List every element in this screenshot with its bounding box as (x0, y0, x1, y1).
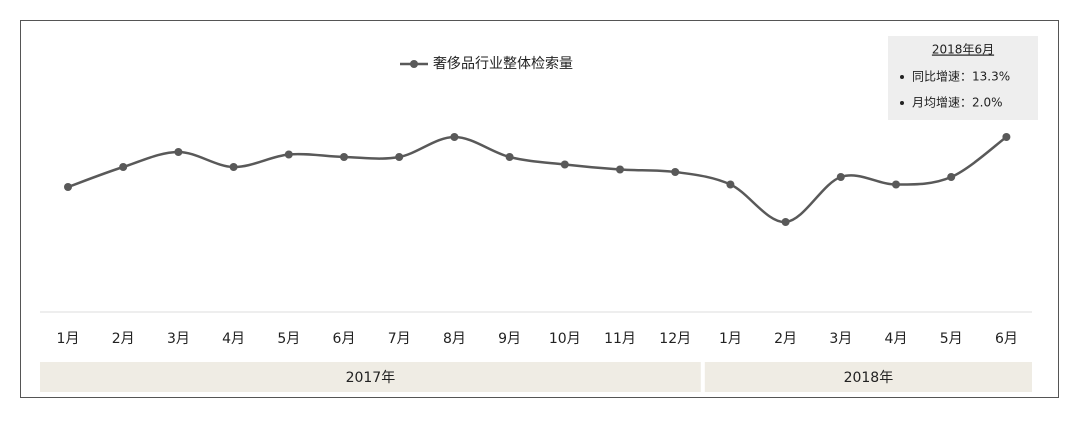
x-tick-label: 11月 (604, 331, 636, 347)
data-point (395, 153, 404, 161)
data-point (726, 180, 735, 189)
data-point (1002, 133, 1011, 141)
x-tick-label: 4月 (222, 331, 245, 347)
x-tick-label: 6月 (995, 331, 1018, 347)
x-tick-label: 10月 (549, 331, 581, 347)
data-point (947, 173, 956, 181)
x-tick-label: 1月 (57, 331, 80, 347)
x-tick-label: 3月 (829, 331, 852, 347)
group-label: 2018年 (844, 370, 894, 386)
x-tick-label: 1月 (719, 331, 742, 347)
bullet (900, 101, 904, 105)
x-tick-label: 5月 (940, 331, 963, 347)
x-tick-label: 4月 (885, 331, 908, 347)
chart-frame (20, 20, 1059, 398)
x-tick-label: 5月 (277, 331, 300, 347)
data-point (229, 163, 238, 171)
group-band (40, 362, 701, 392)
x-tick-label: 2月 (112, 331, 135, 347)
group-label: 2017年 (346, 370, 396, 386)
x-tick-label: 7月 (388, 331, 411, 347)
data-point (119, 163, 128, 171)
data-point (64, 183, 72, 191)
data-point (836, 173, 845, 181)
data-point (781, 218, 790, 226)
x-tick-label: 6月 (333, 331, 356, 347)
annotation-box (888, 36, 1038, 120)
data-point (284, 150, 293, 159)
annotation-title: 2018年6月 (932, 43, 994, 57)
data-point (671, 168, 680, 176)
annotation-item: 同比增速：13.3% (912, 70, 1010, 84)
data-point (892, 180, 900, 189)
group-band (704, 362, 1032, 392)
data-point (340, 153, 348, 161)
annotation: 2018年6月 同比增速：13.3% 月均增速：2.0% (888, 36, 1038, 120)
data-point (505, 153, 514, 161)
x-tick-label: 3月 (167, 331, 190, 347)
legend-marker (410, 60, 418, 68)
legend-label: 奢侈品行业整体检索量 (433, 55, 573, 72)
x-tick-label: 12月 (659, 331, 691, 347)
data-point (174, 148, 183, 156)
bullet (900, 75, 904, 79)
data-point (450, 133, 459, 141)
data-point (560, 160, 569, 169)
data-point (616, 165, 624, 174)
x-tick-label: 8月 (443, 331, 466, 347)
x-tick-label: 2月 (774, 331, 797, 347)
annotation-item: 月均增速：2.0% (912, 96, 1003, 110)
x-tick-label: 9月 (498, 331, 521, 347)
